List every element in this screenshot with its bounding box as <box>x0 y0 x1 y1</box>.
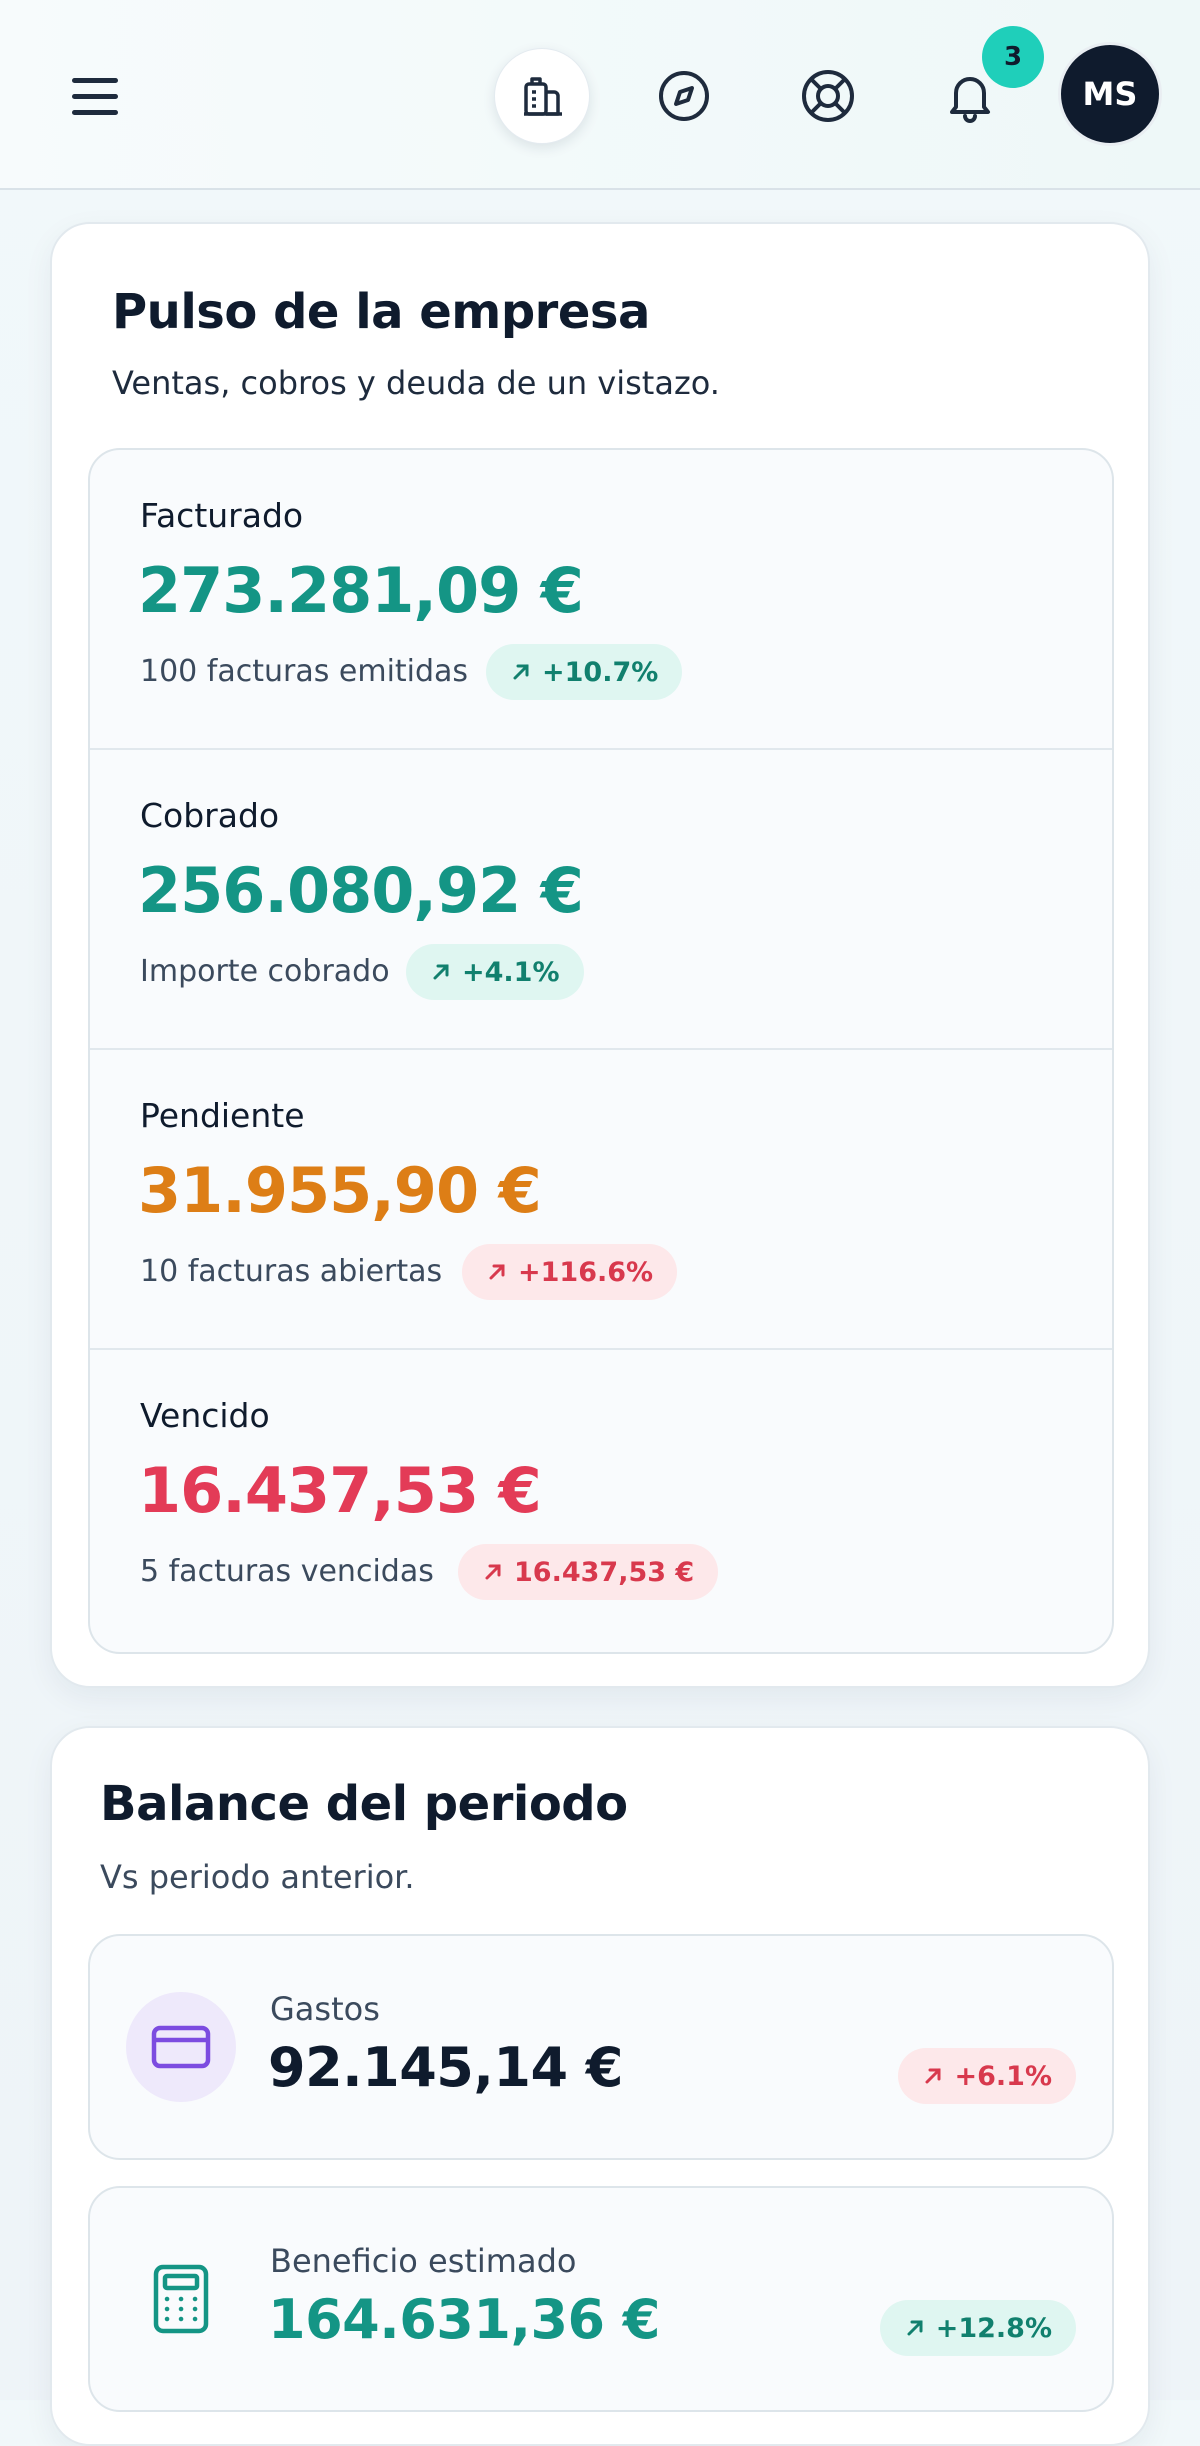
metrics-list: Facturado 273.281,09 € 100 facturas emit… <box>88 448 1114 1654</box>
building-icon <box>524 77 562 116</box>
metric-collected[interactable]: Cobrado 256.080,92 € Importe cobrado +4.… <box>90 750 1112 1050</box>
trend-badge: +116.6% <box>462 1244 678 1300</box>
calculator-icon <box>153 2264 209 2334</box>
card-subtitle: Ventas, cobros y deuda de un vistazo. <box>112 364 720 402</box>
lifebuoy-icon <box>802 70 854 122</box>
profit-icon-wrap <box>126 2244 236 2354</box>
metric-value: 16.437,53 € <box>138 1454 542 1527</box>
arrow-up-right-icon <box>513 664 529 680</box>
expenses-icon-wrap <box>126 1992 236 2102</box>
arrow-up-right-icon <box>433 964 449 980</box>
notifications-button[interactable] <box>922 48 1018 144</box>
trend-value: 16.437,53 € <box>514 1556 695 1588</box>
metric-value: 256.080,92 € <box>138 854 584 927</box>
trend-value: +6.1% <box>954 2060 1052 2092</box>
trend-badge: +6.1% <box>898 2048 1076 2104</box>
trend-badge: 16.437,53 € <box>458 1544 719 1600</box>
trend-value: +4.1% <box>462 956 560 988</box>
company-button[interactable] <box>494 48 590 144</box>
metric-overdue[interactable]: Vencido 16.437,53 € 5 facturas vencidas … <box>90 1350 1112 1650</box>
period-balance-card: Balance del periodo Vs periodo anterior.… <box>50 1726 1150 2446</box>
business-pulse-card: Pulso de la empresa Ventas, cobros y deu… <box>50 222 1150 1688</box>
trend-value: +116.6% <box>518 1256 654 1288</box>
balance-value: 164.631,36 € <box>268 2288 661 2351</box>
explore-button[interactable] <box>636 48 732 144</box>
bell-icon <box>950 77 990 123</box>
trend-value: +12.8% <box>935 2312 1052 2344</box>
menu-icon <box>72 78 118 83</box>
balance-label: Beneficio estimado <box>270 2242 577 2280</box>
trend-badge: +12.8% <box>879 2300 1076 2356</box>
metric-invoiced[interactable]: Facturado 273.281,09 € 100 facturas emit… <box>90 450 1112 750</box>
arrow-up-right-icon <box>489 1264 505 1280</box>
metric-note: Importe cobrado <box>140 954 390 989</box>
arrow-up-right-icon <box>485 1564 501 1580</box>
metric-label: Cobrado <box>140 796 280 835</box>
trend-value: +10.7% <box>542 656 659 688</box>
trend-badge: +4.1% <box>406 944 584 1000</box>
metric-label: Vencido <box>140 1396 270 1435</box>
credit-card-icon <box>151 2025 211 2069</box>
balance-value: 92.145,14 € <box>268 2036 623 2099</box>
compass-icon <box>659 71 709 121</box>
balance-item-expenses[interactable]: Gastos 92.145,14 € +6.1% <box>88 1934 1114 2160</box>
metric-note: 10 facturas abiertas <box>140 1254 443 1289</box>
metric-label: Facturado <box>140 496 304 535</box>
metric-note: 100 facturas emitidas <box>140 654 469 689</box>
metric-value: 273.281,09 € <box>138 554 584 627</box>
help-button[interactable] <box>780 48 876 144</box>
arrow-up-right-icon <box>907 2320 923 2336</box>
arrow-up-right-icon <box>925 2068 941 2084</box>
top-bar: 3 MS <box>0 0 1200 190</box>
balance-label: Gastos <box>270 1990 380 2028</box>
card-title: Balance del periodo <box>100 1776 628 1832</box>
card-title: Pulso de la empresa <box>112 284 650 340</box>
menu-button[interactable] <box>62 66 132 126</box>
notification-badge: 3 <box>982 26 1044 88</box>
balance-item-profit[interactable]: Beneficio estimado 164.631,36 € +12.8% <box>88 2186 1114 2412</box>
card-subtitle: Vs periodo anterior. <box>100 1858 415 1896</box>
metric-value: 31.955,90 € <box>138 1154 542 1227</box>
avatar[interactable]: MS <box>1058 42 1162 146</box>
metric-label: Pendiente <box>140 1096 305 1135</box>
trend-badge: +10.7% <box>486 644 683 700</box>
metric-note: 5 facturas vencidas <box>140 1554 434 1589</box>
metric-pending[interactable]: Pendiente 31.955,90 € 10 facturas abiert… <box>90 1050 1112 1350</box>
